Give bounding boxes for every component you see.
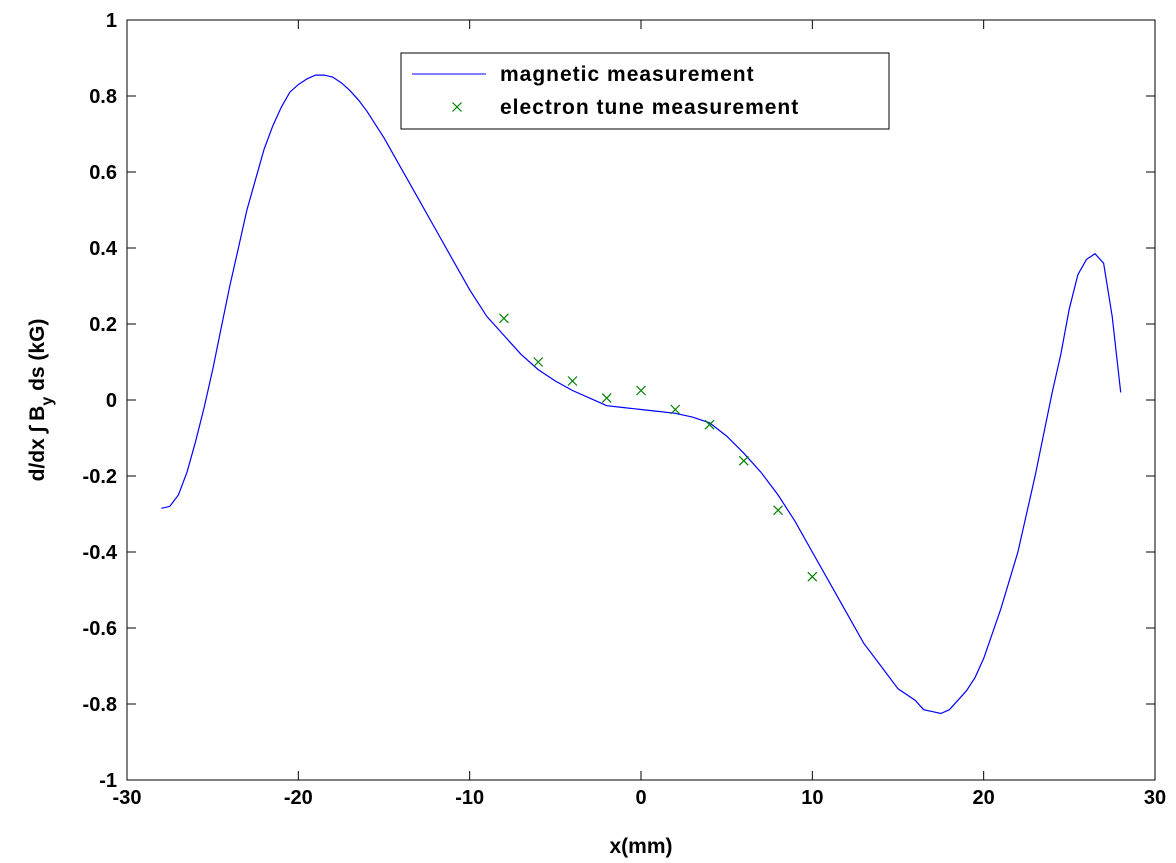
electron-tune-point	[499, 313, 509, 324]
y-axis-label: d/dx ∫ By ds (kG)	[26, 319, 56, 482]
y-tick-label: 0.8	[89, 86, 117, 108]
electron-tune-point	[670, 404, 681, 415]
x-axis-label: x(mm)	[609, 835, 672, 858]
x-tick-label: 20	[973, 787, 995, 809]
x-tick-label: 30	[1144, 787, 1166, 809]
legend-box	[400, 52, 890, 130]
electron-tune-point	[773, 505, 783, 516]
electron-tune-point	[704, 419, 715, 430]
series-magnetic-line	[161, 74, 1122, 715]
electron-tune-point	[567, 376, 578, 386]
legend-entry-electron: electron tune measurement	[500, 96, 799, 119]
y-tick-label: -0.2	[83, 466, 117, 488]
y-axis-label-main: d/dx ∫ B	[26, 406, 49, 482]
electron-tune-point	[601, 393, 612, 404]
y-tick-label: 0.2	[89, 314, 117, 336]
electron-tune-point	[636, 385, 646, 396]
x-tick-label: -10	[455, 787, 484, 809]
y-axis-label-subscript: y	[39, 397, 56, 406]
x-tick-labels: -30 -20 -10 0 10 20 30	[113, 787, 1167, 809]
x-tick-label: 10	[801, 787, 823, 809]
y-tick-labels: -1 -0.8 -0.6 -0.4 -0.2 0 0.2 0.4 0.6 0.8 1	[83, 10, 118, 792]
electron-tune-point	[533, 357, 544, 367]
y-tick-label: -0.4	[83, 542, 118, 564]
y-tick-label: 0.4	[89, 238, 118, 260]
y-tick-label: 0.6	[89, 162, 117, 184]
y-tick-label: 0	[106, 390, 117, 412]
plot-frame	[126, 19, 1156, 781]
legend-entry-magnetic: magnetic measurement	[500, 63, 755, 86]
x-tick-label: -20	[284, 787, 313, 809]
x-tick-label: 0	[635, 787, 646, 809]
electron-tune-point	[807, 571, 818, 582]
y-tick-label: 1	[106, 10, 117, 32]
y-tick-label: -0.8	[83, 694, 117, 716]
y-tick-label: -1	[99, 770, 117, 792]
legend-marker-sample	[452, 102, 462, 112]
y-axis-label-rest: ds (kG)	[26, 319, 49, 397]
legend: magnetic measurement electron tune measu…	[400, 52, 890, 130]
plot-marks	[161, 74, 1122, 715]
y-tick-label: -0.6	[83, 618, 117, 640]
ticks	[126, 19, 1156, 781]
electron-tune-point	[738, 455, 749, 466]
x-tick-label: -30	[113, 787, 142, 809]
